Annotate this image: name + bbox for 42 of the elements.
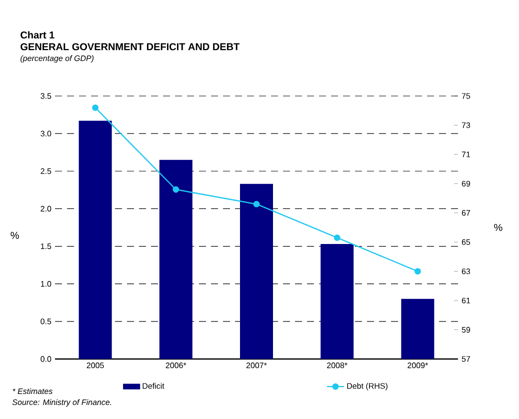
y2-tick-label: 65 bbox=[462, 239, 470, 245]
source-note: Source: Ministry of Finance. bbox=[12, 399, 112, 407]
y-tick-label: 3.5 bbox=[40, 93, 52, 99]
y2-tick-label: 63 bbox=[462, 268, 470, 274]
y2-tick-label: 57 bbox=[462, 356, 470, 362]
point bbox=[92, 104, 99, 111]
bar bbox=[240, 184, 274, 359]
legend-label: Debt (RHS) bbox=[347, 382, 388, 390]
y-tick-label: 3.0 bbox=[40, 130, 52, 136]
y-tick-label: 0.5 bbox=[40, 318, 52, 324]
x-tick-label: 2009* bbox=[408, 362, 428, 368]
y2-tick-label: 59 bbox=[462, 326, 470, 333]
y-tick-label: 2.0 bbox=[40, 206, 52, 212]
x-tick-label: 2005 bbox=[86, 362, 104, 368]
bar bbox=[320, 244, 354, 359]
y-tick-label: 2.5 bbox=[40, 168, 52, 174]
y2-axis-title: % bbox=[494, 224, 502, 231]
y2-tick-label: 71 bbox=[462, 152, 470, 158]
bar bbox=[78, 120, 112, 359]
bar bbox=[401, 298, 434, 359]
y-tick-label: 1.0 bbox=[40, 281, 52, 287]
y-axis-title: % bbox=[10, 232, 19, 239]
point bbox=[172, 186, 180, 193]
chart-title: GENERAL GOVERNMENT DEFICIT AND DEBT bbox=[20, 43, 240, 50]
y2-tick-label: 67 bbox=[462, 210, 470, 216]
text: * Estimates bbox=[12, 388, 52, 394]
point bbox=[253, 200, 260, 208]
caption: Chart 1 bbox=[20, 31, 54, 39]
y2-tick-label: 69 bbox=[462, 180, 470, 186]
x-tick-label: 2007* bbox=[246, 362, 267, 368]
y-tick-label: 0.0 bbox=[40, 356, 52, 362]
y2-tick-label: 75 bbox=[462, 93, 470, 99]
y-tick-label: 1.5 bbox=[40, 243, 52, 250]
x-tick-label: 2008* bbox=[327, 362, 348, 368]
legend-label: Deficit bbox=[142, 382, 164, 389]
y2-tick-label: 73 bbox=[462, 122, 470, 128]
chart-subtitle: (percentage of GDP) bbox=[20, 55, 94, 63]
point bbox=[414, 268, 421, 275]
point bbox=[334, 234, 340, 241]
y2-tick-label: 61 bbox=[462, 298, 470, 304]
x-tick-label: 2006* bbox=[166, 362, 186, 368]
bar bbox=[159, 160, 192, 359]
